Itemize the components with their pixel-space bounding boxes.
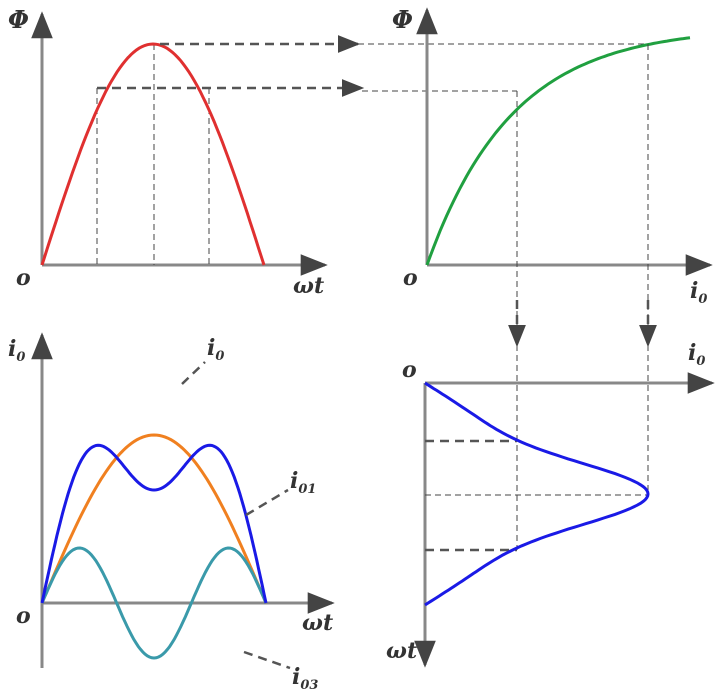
- i01-curve-label: i01: [290, 468, 316, 497]
- tl-phi-label: Φ: [8, 5, 29, 34]
- bl-wt-label: ωt: [302, 610, 333, 636]
- i01-leader: [245, 488, 289, 517]
- tr-i0-label: i0: [690, 278, 707, 307]
- bl-origin-label: o: [16, 603, 31, 629]
- tr-phi-label: Φ: [392, 5, 413, 34]
- tr-origin-label: o: [403, 265, 418, 291]
- bl-i0-axis-label: i0: [8, 336, 25, 365]
- i0-leader: [181, 361, 206, 385]
- tl-wt-label: ωt: [293, 273, 324, 299]
- br-wt-label: ωt: [386, 638, 417, 664]
- current-rotated-curve: [424, 381, 650, 607]
- br-origin-label: o: [402, 357, 417, 383]
- total-current-curve: [40, 443, 268, 604]
- fundamental-current-curve: [40, 433, 268, 604]
- magnetization-curve: [425, 36, 691, 266]
- i03-leader: [243, 650, 291, 670]
- magnetization-panel: Φ o i0: [392, 5, 713, 330]
- current-waveforms-panel: i0 o ωt i0 i01 i03: [8, 332, 335, 693]
- br-i0-label: i0: [688, 340, 705, 369]
- i03-curve-label: i03: [292, 664, 318, 693]
- i0-curve-label: i0: [207, 335, 224, 364]
- flux-time-panel: Φ o ωt: [8, 5, 328, 299]
- flux-curve: [40, 42, 266, 266]
- third-harmonic-curve: [40, 546, 268, 660]
- tl-origin-label: o: [16, 265, 31, 291]
- current-rotated-panel: o i0 ωt: [386, 340, 715, 668]
